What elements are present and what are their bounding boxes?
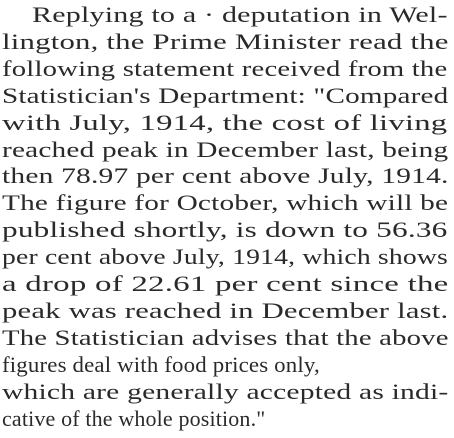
article-line: The figure for October, which will be [2, 190, 449, 216]
article-line: cative of the whole position." [2, 405, 266, 431]
article-line: then 78.97 per cent above July, 1914. [2, 163, 449, 189]
article-line: lington, the Prime Minister read the [2, 28, 449, 54]
article-line: peak was reached in December last. [2, 297, 449, 323]
article-line: The Statistician advises that the above [2, 324, 449, 350]
article-line: following statement received from the [2, 55, 448, 81]
article-line: published shortly, is down to 56.36 [2, 217, 448, 243]
article-line: Replying to a · deputation in Wel- [32, 2, 448, 27]
article-line: reached peak in December last, being [2, 136, 449, 162]
article-line: figures deal with food prices only, [2, 351, 320, 377]
article-line: Statistician's Department: "Compared [2, 82, 449, 108]
article-line: per cent above July, 1914, which shows [2, 244, 448, 270]
article-line: which are generally accepted as indi- [2, 378, 449, 404]
article-line: a drop of 22.61 per cent since the [2, 271, 449, 296]
article-line: with July, 1914, the cost of living [2, 109, 448, 135]
